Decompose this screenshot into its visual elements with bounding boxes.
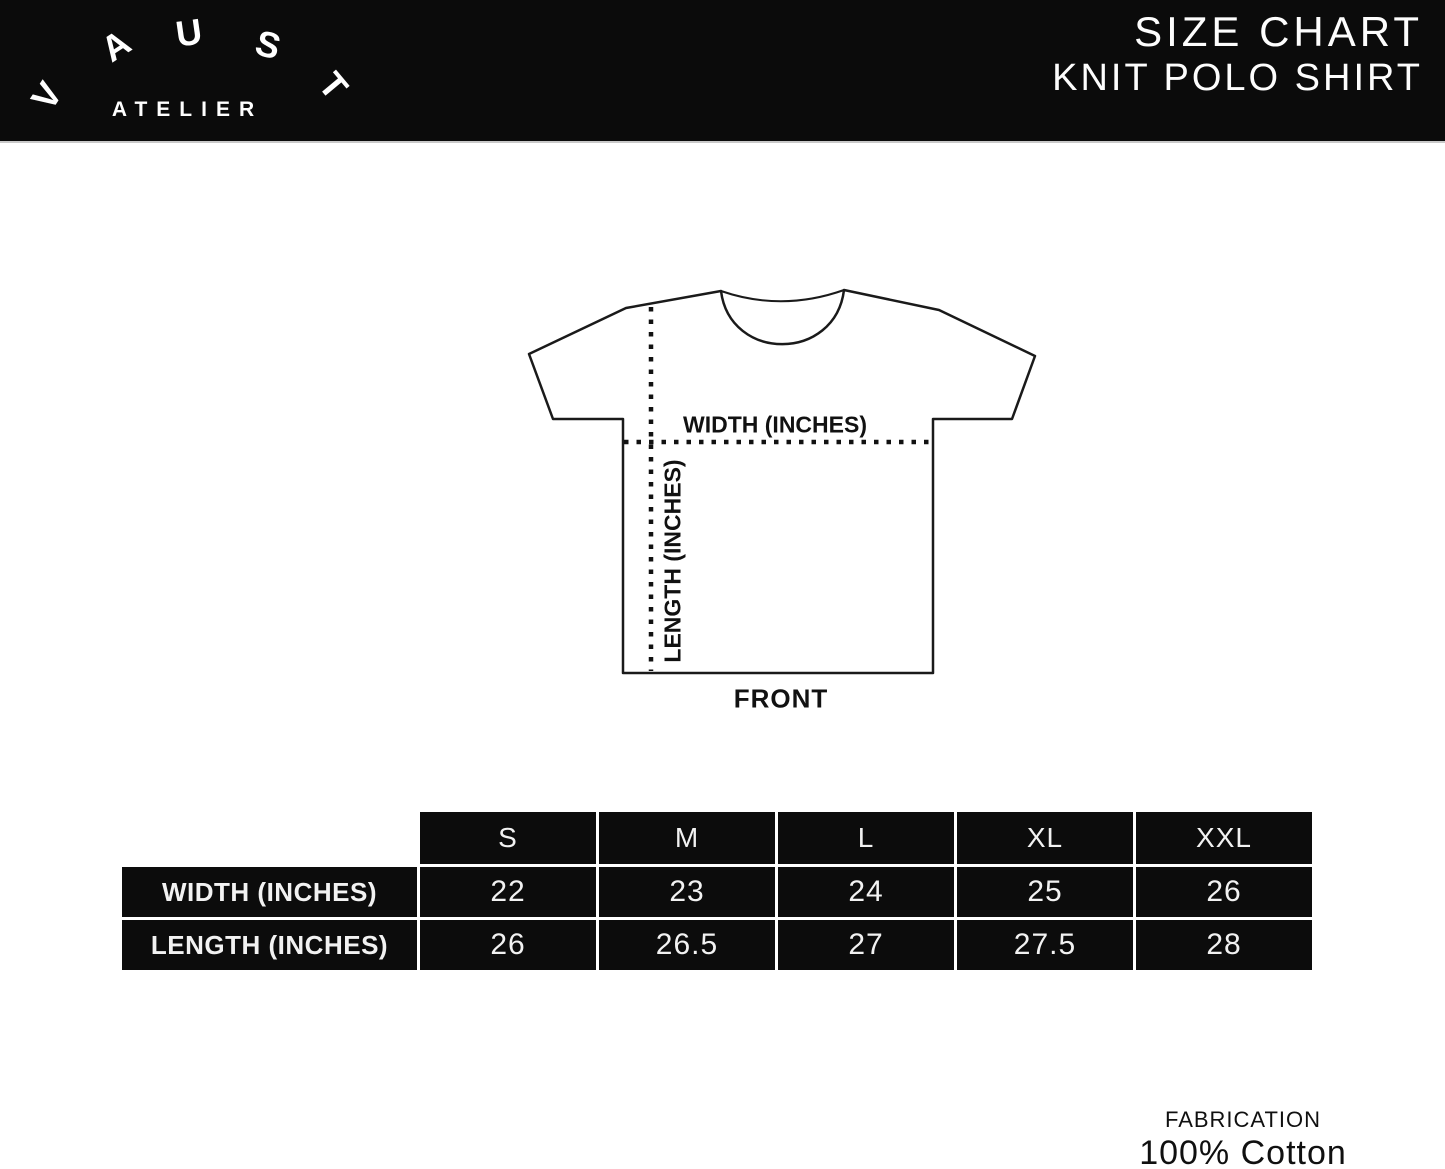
collar-back-line — [720, 289, 845, 303]
length-value-m: 26.5 — [599, 920, 775, 970]
length-value-s: 26 — [420, 920, 596, 970]
width-measure-label: WIDTH (INCHES) — [683, 411, 867, 438]
brand-logo: V A U S T ATELIER — [0, 0, 400, 143]
width-value-m: 23 — [599, 867, 775, 917]
logo-arc-letter: T — [310, 64, 357, 108]
width-value-xxl: 26 — [1136, 867, 1312, 917]
logo-arc-letter: V — [22, 74, 71, 117]
logo-subtitle: ATELIER — [111, 98, 264, 121]
fabrication-value: 100% Cotton — [1139, 1134, 1347, 1169]
logo-arc-letter: S — [250, 21, 286, 68]
length-value-l: 27 — [778, 920, 954, 970]
tshirt-diagram — [527, 288, 1037, 675]
width-value-l: 24 — [778, 867, 954, 917]
size-column-header: XL — [957, 812, 1133, 864]
page-title: SIZE CHART — [1134, 8, 1423, 55]
fabrication-heading: FABRICATION — [1164, 1107, 1322, 1132]
logo-arc-letter: U — [173, 10, 205, 55]
width-value-xl: 25 — [957, 867, 1133, 917]
page-subtitle: KNIT POLO SHIRT — [1052, 57, 1423, 99]
width-value-s: 22 — [420, 867, 596, 917]
header-titles: SIZE CHART KNIT POLO SHIRT — [1052, 8, 1423, 100]
table-corner-cell — [122, 812, 417, 864]
header-bar: V A U S T ATELIER SIZE CHART KNIT POLO S… — [0, 0, 1445, 143]
size-column-header: XXL — [1136, 812, 1312, 864]
length-measure-label: LENGTH (INCHES) — [659, 459, 686, 663]
size-table: S M L XL XXL WIDTH (INCHES) 22 23 24 25 … — [122, 812, 1312, 970]
tshirt-outline — [527, 288, 1037, 675]
length-value-xl: 27.5 — [957, 920, 1133, 970]
width-row-label: WIDTH (INCHES) — [122, 867, 417, 917]
length-row-label: LENGTH (INCHES) — [122, 920, 417, 970]
front-label: FRONT — [733, 683, 829, 714]
size-column-header: M — [599, 812, 775, 864]
size-column-header: S — [420, 812, 596, 864]
logo-arc-letter: A — [93, 21, 138, 70]
length-value-xxl: 28 — [1136, 920, 1312, 970]
size-column-header: L — [778, 812, 954, 864]
fabrication-block: FABRICATION 100% Cotton — [1113, 1106, 1373, 1169]
